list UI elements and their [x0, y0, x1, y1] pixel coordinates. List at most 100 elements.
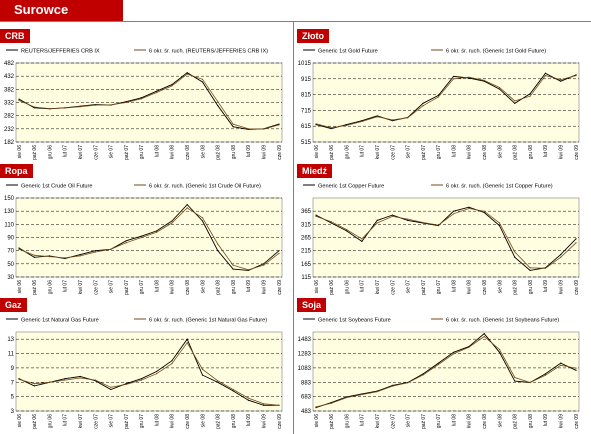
x-tick-label: cze 09	[277, 280, 283, 295]
x-tick-label: kwi 07	[375, 145, 381, 159]
data-point	[171, 85, 173, 87]
x-tick-label: kwi 08	[467, 145, 473, 159]
data-point	[544, 75, 547, 77]
data-point	[483, 335, 485, 338]
y-tick-label: 265	[301, 236, 312, 242]
data-point	[514, 102, 516, 104]
section-title: Surowce	[14, 2, 69, 17]
data-point	[232, 126, 234, 128]
x-tick-label: lut 09	[543, 414, 549, 426]
data-point	[453, 210, 455, 212]
data-point	[64, 257, 66, 259]
data-point	[79, 106, 81, 108]
plot-area	[312, 331, 580, 412]
data-point	[263, 128, 265, 130]
data-point	[315, 123, 317, 125]
data-point	[544, 72, 547, 74]
data-point	[544, 373, 547, 375]
data-point	[544, 267, 547, 269]
data-point	[156, 373, 158, 375]
chart-crb: REUTERS/JEFFERIES CRB IX 6 okr. śr. ruch.…	[4, 49, 283, 161]
x-tick-label: sie 07	[109, 414, 115, 428]
x-tick-label: kwi 09	[262, 145, 268, 159]
y-tick-label: 715	[301, 108, 312, 114]
x-tick-label: gru 06	[344, 414, 350, 428]
x-tick-label: kwi 07	[375, 280, 381, 294]
y-tick-label: 382	[4, 87, 15, 93]
data-point	[361, 238, 363, 240]
data-point	[407, 117, 409, 119]
x-tick-label: gru 08	[528, 414, 534, 428]
x-tick-label: paź 06	[32, 280, 38, 295]
legend-label: 6 okr. śr. ruch. (Generic 1st Natural Ga…	[149, 318, 267, 324]
data-point	[48, 107, 51, 110]
series-line-price	[18, 338, 279, 406]
x-tick-label: sie 08	[497, 280, 503, 294]
x-tick-label: lut 07	[360, 280, 366, 292]
x-tick-label: lut 08	[154, 414, 160, 426]
data-point	[232, 388, 234, 391]
data-point	[186, 203, 188, 206]
x-tick-label: gru 07	[139, 414, 145, 428]
x-tick-label: kwi 08	[170, 145, 176, 159]
data-point	[529, 95, 531, 97]
data-point	[391, 119, 394, 121]
y-tick-label: 482	[4, 61, 15, 67]
plot-area	[312, 62, 580, 143]
chart-panel-gaz: Gaz Generic 1st Natural Gas Future 6 okr. …	[0, 298, 294, 434]
y-tick-label: 150	[4, 196, 15, 202]
y-tick-label: 5	[11, 395, 15, 401]
data-point	[468, 76, 470, 78]
data-point	[18, 99, 20, 101]
x-tick-label: gru 07	[436, 145, 442, 159]
x-tick-label: sie 07	[109, 280, 115, 294]
data-point	[345, 229, 348, 231]
chart-tab-label: Gaz	[0, 298, 27, 312]
x-tick-label: kwi 08	[467, 414, 473, 428]
data-point	[345, 230, 348, 232]
x-tick-label: sie 08	[497, 145, 503, 159]
legend-label: 6 okr. śr. ruch. (Generic 1st Crude Oil …	[149, 184, 261, 190]
chart-gaz: Generic 1st Natural Gas Future 6 okr. śr.…	[6, 318, 283, 429]
x-tick-label: cze 08	[482, 414, 488, 429]
data-point	[232, 390, 234, 392]
data-point	[186, 338, 188, 340]
data-point	[125, 242, 127, 244]
data-point	[156, 230, 158, 232]
data-point	[437, 363, 439, 366]
data-point	[498, 222, 501, 224]
y-tick-label: 90	[7, 236, 14, 242]
y-tick-label: 130	[4, 209, 15, 215]
y-tick-label: 282	[4, 114, 15, 120]
y-tick-label: 232	[4, 127, 15, 133]
data-point	[201, 78, 204, 80]
legend: Generic 1st Gold Future 6 okr. śr. ruch. …	[303, 49, 546, 55]
chart-z-oto: Generic 1st Gold Future 6 okr. śr. ruch. …	[298, 49, 580, 161]
data-point	[94, 251, 97, 253]
data-point	[514, 100, 516, 102]
chart-mied: Generic 1st Copper Future 6 okr. śr. ruch…	[301, 184, 580, 296]
y-tick-label: 3	[11, 409, 15, 415]
data-point	[278, 252, 280, 254]
data-point	[156, 231, 158, 233]
data-point	[407, 219, 409, 221]
data-point	[110, 104, 112, 106]
x-tick-label: kwi 07	[78, 280, 84, 294]
data-point	[217, 380, 219, 382]
data-point	[437, 362, 439, 364]
legend: Generic 1st Copper Future 6 okr. śr. ruch…	[303, 184, 553, 190]
data-point	[33, 254, 35, 256]
x-tick-label: paź 06	[329, 280, 335, 295]
series-line-moving-average	[18, 207, 280, 271]
data-point	[483, 210, 485, 212]
legend: REUTERS/JEFFERIES CRB IX 6 okr. śr. ruch.…	[6, 49, 268, 55]
data-point	[575, 369, 577, 371]
data-point	[110, 386, 112, 388]
chart-panel-mied: Miedź Generic 1st Copper Future 6 okr. śr.…	[297, 164, 591, 302]
data-point	[64, 107, 66, 109]
x-tick-label: kwi 08	[170, 280, 176, 294]
data-point	[232, 264, 234, 266]
y-tick-label: 515	[301, 140, 312, 146]
data-point	[33, 383, 35, 385]
y-tick-label: 182	[4, 140, 15, 146]
